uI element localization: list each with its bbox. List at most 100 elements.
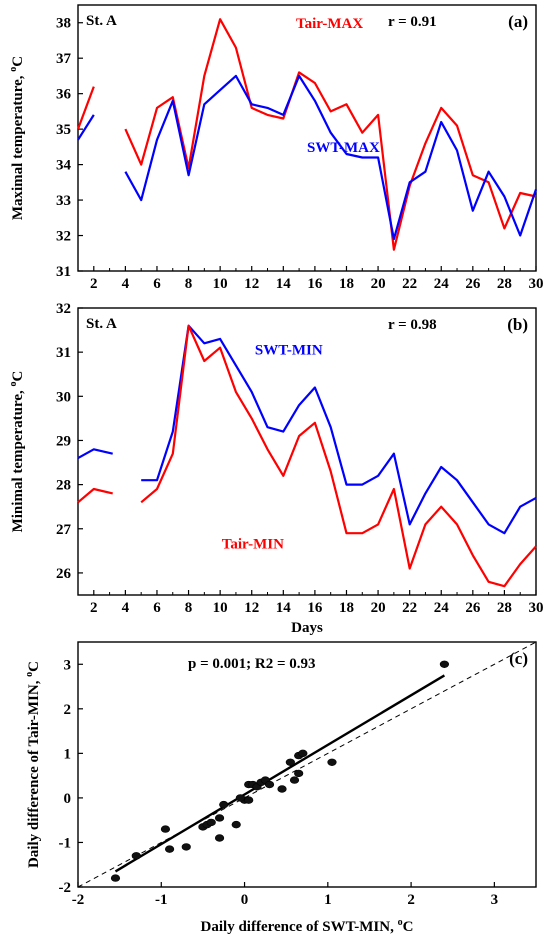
y-tick-label: 26 — [56, 566, 72, 582]
station-label: St. A — [86, 316, 117, 332]
x-tick-label: -1 — [155, 892, 168, 908]
y-tick-label: 3 — [64, 657, 72, 673]
y-tick-label: -1 — [59, 835, 72, 851]
scatter-point — [264, 780, 275, 789]
x-tick-label: 16 — [307, 600, 323, 616]
scatter-point — [181, 843, 191, 851]
x-tick-label: 24 — [434, 600, 450, 616]
station-label: St. A — [86, 13, 117, 29]
y-tick-label: 28 — [56, 478, 71, 494]
y-tick-label: 27 — [56, 522, 72, 538]
plot-frame — [77, 4, 537, 272]
x-tick-label: 18 — [339, 600, 354, 616]
scatter-point — [214, 814, 225, 822]
chart-panel-c: -2 -1 0 1 2 3 -2 -1 0 1 2 3 Daily difference of Tair… — [24, 641, 537, 935]
series-line — [77, 487, 113, 504]
x-tick-label: 28 — [497, 276, 512, 292]
scatter-point — [206, 818, 216, 827]
scatter-point — [244, 796, 254, 804]
series-tair-max: Tair-MAX — [76, 16, 537, 251]
series-label: Tair-MAX — [296, 16, 363, 32]
x-tick-label: 2 — [90, 600, 98, 616]
x-tick-label: 24 — [434, 276, 450, 292]
x-tick-label: 14 — [276, 600, 292, 616]
x-tick-label: -2 — [72, 892, 85, 908]
y-tick-label: 35 — [56, 122, 71, 138]
series-line — [124, 18, 537, 251]
y-tick-label: 32 — [56, 301, 71, 317]
scatter-point — [231, 820, 241, 829]
x-tick-label: 10 — [213, 600, 228, 616]
x-tick-label: 8 — [185, 276, 193, 292]
x-tick-label: 20 — [371, 600, 386, 616]
y-tick-label: 32 — [56, 229, 71, 245]
scatter-points — [110, 660, 450, 882]
scatter-point — [219, 800, 229, 809]
series-line — [141, 324, 537, 535]
x-tick-label: 4 — [122, 600, 130, 616]
series-label: SWT-MAX — [307, 140, 380, 156]
x-axis-title: Days — [291, 620, 323, 636]
y-tick-label: 2 — [64, 702, 72, 718]
panel-label: (b) — [507, 315, 528, 334]
x-tick-label: 30 — [529, 600, 544, 616]
x-tick-label: 26 — [465, 276, 481, 292]
x-tick-label: 22 — [402, 600, 417, 616]
series-line — [77, 114, 95, 141]
series-label: Tair-MIN — [222, 537, 284, 553]
y-tick-label: 38 — [56, 16, 71, 32]
x-tick-label: 3 — [491, 892, 499, 908]
y-axis-title: Minimal temperature, oC — [8, 371, 26, 533]
x-tick-label: 26 — [465, 600, 481, 616]
x-tick-label: 4 — [122, 276, 130, 292]
scatter-point — [160, 825, 171, 833]
scatter-point — [289, 776, 300, 784]
x-tick-label: 6 — [153, 600, 161, 616]
panel-label: (a) — [508, 12, 528, 31]
x-tick-label: 14 — [276, 276, 292, 292]
scatter-point — [235, 794, 245, 802]
series-swt-max: SWT-MAX — [77, 74, 538, 241]
y-tick-label: 1 — [64, 746, 72, 762]
y-tick-label: 31 — [56, 264, 71, 280]
y-tick-label: 31 — [56, 345, 71, 361]
series-line — [76, 86, 95, 130]
scatter-point — [110, 874, 121, 882]
scatter-point — [165, 845, 175, 853]
series-line — [77, 448, 113, 460]
scatter-point — [294, 769, 304, 778]
x-tick-label: 16 — [307, 276, 323, 292]
scatter-point — [327, 758, 337, 766]
series-swt-min: SWT-MIN — [77, 324, 537, 535]
x-axis-title: Daily difference of SWT-MIN, oC — [201, 917, 414, 935]
series-tair-min: Tair-MIN — [77, 324, 537, 588]
x-tick-label: 6 — [153, 276, 161, 292]
y-tick-label: 33 — [56, 193, 71, 209]
scatter-point — [277, 785, 287, 793]
series-line — [124, 74, 538, 241]
scatter-point — [439, 660, 450, 668]
x-tick-label: 2 — [407, 892, 415, 908]
x-tick-label: 18 — [339, 276, 354, 292]
x-tick-label: 22 — [402, 276, 417, 292]
plot-frame — [77, 641, 537, 888]
correlation-label: r = 0.91 — [388, 14, 437, 30]
y-tick-label: 37 — [56, 51, 72, 67]
series-label: SWT-MIN — [255, 342, 323, 358]
y-tick-label: 30 — [56, 389, 71, 405]
panel-label: (c) — [509, 649, 528, 668]
x-tick-label: 8 — [185, 600, 193, 616]
plot-frame — [77, 307, 537, 596]
x-tick-label: 12 — [244, 600, 259, 616]
stats-label: p = 0.001; R2 = 0.93 — [188, 656, 316, 672]
y-tick-label: 0 — [64, 791, 72, 807]
y-tick-label: -2 — [59, 880, 72, 896]
x-tick-label: 28 — [497, 600, 512, 616]
y-tick-label: 36 — [56, 87, 72, 103]
scatter-point — [298, 749, 308, 758]
x-tick-label: 30 — [529, 276, 544, 292]
scatter-point — [285, 758, 295, 766]
y-axis-title: Daily difference of Tair-MIN, oC — [24, 661, 42, 868]
x-tick-label: 2 — [90, 276, 98, 292]
